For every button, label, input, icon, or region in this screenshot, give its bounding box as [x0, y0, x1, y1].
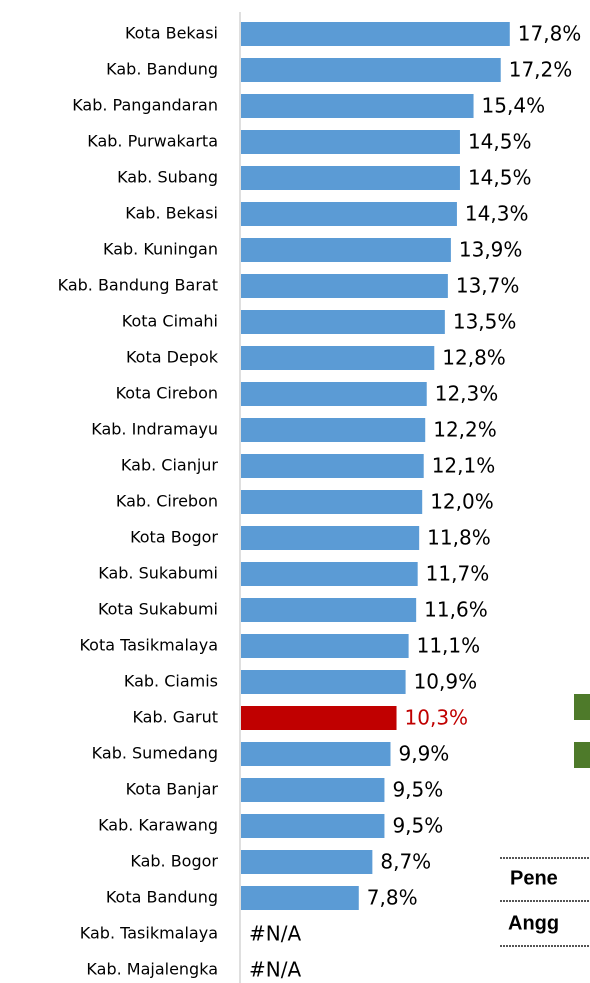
- value-label: 14,5%: [468, 166, 532, 190]
- value-label: 13,5%: [453, 310, 517, 334]
- value-label: #N/A: [249, 958, 301, 982]
- bar: [241, 562, 418, 586]
- bar: [241, 886, 359, 910]
- y-tick-label: Kota Bogor: [130, 528, 218, 547]
- value-label: 11,7%: [426, 562, 490, 586]
- y-tick-label: Kota Cimahi: [122, 312, 218, 331]
- value-label: 14,5%: [468, 130, 532, 154]
- y-tick-label: Kab. Cirebon: [116, 492, 218, 511]
- value-label: 10,9%: [414, 670, 478, 694]
- bar: [241, 202, 457, 226]
- bar: [241, 94, 474, 118]
- value-label: 9,9%: [398, 742, 449, 766]
- value-label: 12,2%: [433, 418, 497, 442]
- y-tick-label: Kab. Ciamis: [124, 672, 218, 691]
- bar: [241, 310, 445, 334]
- bar: [241, 634, 409, 658]
- bar: [241, 850, 373, 874]
- y-tick-label: Kota Bekasi: [125, 24, 218, 43]
- bar: [241, 238, 451, 262]
- y-tick-label: Kab. Cianjur: [121, 456, 218, 475]
- value-label: #N/A: [249, 922, 301, 946]
- y-tick-label: Kab. Bekasi: [125, 204, 218, 223]
- value-label: 14,3%: [465, 202, 529, 226]
- bar: [241, 274, 448, 298]
- y-tick-label: Kab. Purwakarta: [87, 132, 218, 151]
- y-tick-label: Kab. Subang: [117, 168, 218, 187]
- bar: [241, 526, 420, 550]
- y-tick-label: Kota Depok: [126, 348, 219, 367]
- value-label: 9,5%: [392, 778, 443, 802]
- value-label: 12,0%: [430, 490, 494, 514]
- y-tick-label: Kab. Bogor: [130, 852, 218, 871]
- bar: [241, 454, 424, 478]
- bar: [241, 130, 460, 154]
- cropped-text: Angg: [508, 912, 559, 934]
- bar: [241, 22, 510, 46]
- value-label: 11,1%: [417, 634, 481, 658]
- y-tick-label: Kota Banjar: [126, 780, 219, 799]
- bar: [241, 778, 385, 802]
- value-label: 12,3%: [435, 382, 499, 406]
- cropped-shape: [574, 742, 590, 768]
- bar: [241, 490, 423, 514]
- bar: [241, 382, 427, 406]
- bar: [241, 166, 460, 190]
- value-label: 12,8%: [442, 346, 506, 370]
- y-tick-label: Kota Sukabumi: [98, 600, 218, 619]
- bar: [241, 418, 426, 442]
- value-label: 17,8%: [518, 22, 582, 46]
- bar: [241, 670, 406, 694]
- y-tick-label: Kab. Majalengka: [86, 960, 218, 979]
- bar: [241, 706, 397, 730]
- y-tick-label: Kab. Kuningan: [103, 240, 218, 259]
- value-label: 17,2%: [509, 58, 573, 82]
- y-tick-label: Kota Tasikmalaya: [79, 636, 218, 655]
- y-tick-label: Kab. Pangandaran: [72, 96, 218, 115]
- bar: [241, 58, 501, 82]
- value-label: 13,7%: [456, 274, 520, 298]
- value-label: 12,1%: [432, 454, 496, 478]
- y-tick-label: Kota Bandung: [106, 888, 218, 907]
- y-tick-label: Kab. Bandung Barat: [58, 276, 218, 295]
- y-tick-label: Kab. Karawang: [98, 816, 218, 835]
- y-tick-label: Kab. Garut: [132, 708, 218, 727]
- y-tick-label: Kab. Indramayu: [91, 420, 218, 439]
- y-tick-label: Kota Cirebon: [116, 384, 218, 403]
- value-label: 11,8%: [427, 526, 491, 550]
- bar: [241, 742, 391, 766]
- bar: [241, 598, 417, 622]
- bar: [241, 814, 385, 838]
- value-label: 7,8%: [367, 886, 418, 910]
- cropped-text: Pene: [510, 867, 558, 889]
- bar: [241, 346, 435, 370]
- value-label: 13,9%: [459, 238, 523, 262]
- value-label: 8,7%: [380, 850, 431, 874]
- value-label: 10,3%: [405, 706, 469, 730]
- value-label: 15,4%: [482, 94, 546, 118]
- y-tick-label: Kab. Tasikmalaya: [80, 924, 218, 943]
- cropped-shape: [574, 694, 590, 720]
- y-tick-label: Kab. Sukabumi: [98, 564, 218, 583]
- value-label: 9,5%: [392, 814, 443, 838]
- y-tick-label: Kab. Bandung: [106, 60, 218, 79]
- value-label: 11,6%: [424, 598, 488, 622]
- y-tick-label: Kab. Sumedang: [92, 744, 218, 763]
